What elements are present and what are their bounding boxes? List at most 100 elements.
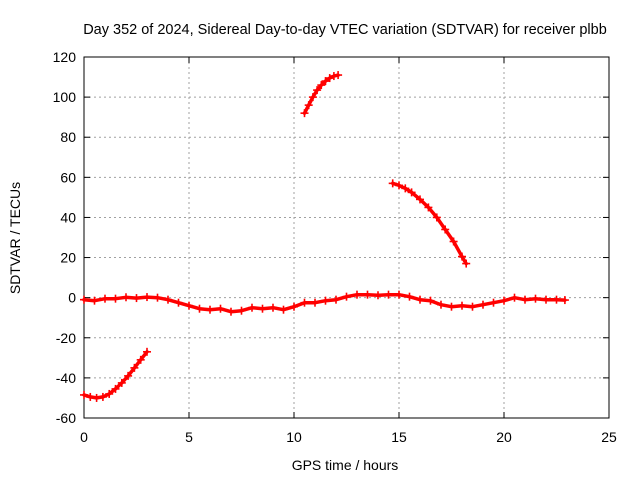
data-point (479, 300, 487, 309)
y-tick-label: 40 (60, 209, 76, 225)
data-point (321, 296, 330, 305)
data-point (111, 294, 120, 303)
x-tick-label: 5 (185, 429, 193, 445)
data-point (80, 295, 88, 304)
data-point (531, 294, 540, 303)
data-point (416, 295, 424, 304)
data-point (353, 290, 361, 299)
data-point (105, 389, 114, 398)
data-point (510, 293, 519, 302)
y-tick-label: -20 (56, 330, 76, 346)
data-point (384, 290, 393, 299)
data-point (130, 363, 139, 372)
data-point (122, 293, 130, 302)
data-point (560, 296, 569, 305)
y-tick-label: 60 (60, 169, 76, 185)
data-point (395, 290, 403, 299)
x-tick-label: 25 (601, 429, 617, 445)
data-point (308, 93, 317, 102)
series-descending-line (390, 181, 468, 266)
data-point (321, 77, 330, 86)
data-point (416, 195, 424, 204)
data-point (90, 296, 99, 305)
data-point (80, 390, 88, 399)
x-axis-label: GPS time / hours (292, 457, 399, 473)
data-point (86, 392, 95, 401)
data-point (332, 295, 340, 304)
data-point (101, 294, 109, 303)
data-point (552, 295, 561, 304)
data-point (304, 101, 313, 110)
data-point (458, 252, 466, 261)
x-tick-label: 0 (80, 429, 88, 445)
data-point (206, 305, 214, 314)
data-point (117, 378, 126, 387)
data-point (329, 72, 338, 81)
data-point (143, 347, 151, 356)
plot-area (80, 71, 569, 402)
y-tick-label: 120 (53, 49, 77, 65)
data-point (195, 304, 204, 313)
data-point (542, 295, 550, 304)
data-point (462, 259, 471, 268)
data-point (407, 188, 416, 197)
data-point (334, 71, 343, 80)
data-point (300, 298, 309, 307)
data-point (432, 213, 441, 222)
x-tick-label: 20 (496, 429, 512, 445)
data-point (185, 301, 193, 310)
data-point (174, 298, 183, 307)
x-axis-ticks: 0 5 10 15 20 25 (80, 57, 617, 445)
chart-title: Day 352 of 2024, Sidereal Day-to-day VTE… (83, 22, 607, 38)
data-point (153, 293, 162, 302)
data-point (300, 109, 309, 118)
data-point (424, 203, 433, 212)
data-point (363, 290, 372, 299)
data-point (227, 307, 235, 316)
data-point (521, 295, 529, 304)
data-point (279, 305, 288, 314)
grid-lines (84, 57, 609, 418)
plot-frame (83, 56, 610, 419)
data-point (426, 296, 435, 305)
data-point (311, 298, 319, 307)
data-point (132, 294, 141, 303)
y-tick-label: -40 (56, 370, 76, 386)
y-tick-label: -60 (56, 410, 76, 426)
data-point (447, 302, 456, 311)
data-point (111, 384, 120, 393)
data-point (405, 292, 414, 301)
y-tick-label: 20 (60, 250, 76, 266)
data-point (317, 81, 326, 90)
y-axis-label: SDTVAR / TECUs (7, 182, 23, 294)
data-point (395, 181, 403, 190)
data-point (500, 296, 508, 305)
data-point (98, 392, 107, 401)
y-axis-ticks: -60 -40 -20 0 20 40 60 80 100 120 (53, 49, 609, 426)
data-point (143, 293, 151, 302)
data-point (401, 184, 410, 193)
series-arc-peak-line (302, 73, 340, 115)
data-point (374, 291, 382, 300)
data-point (164, 295, 172, 304)
data-point (325, 74, 334, 83)
data-point (258, 304, 267, 313)
data-point (124, 371, 133, 380)
data-point (388, 179, 397, 188)
data-point (468, 302, 477, 311)
data-point (458, 301, 466, 310)
y-tick-label: 80 (60, 129, 76, 145)
data-point (216, 304, 225, 313)
data-point (248, 303, 256, 312)
x-tick-label: 15 (391, 429, 407, 445)
x-tick-label: 10 (286, 429, 302, 445)
data-point (269, 303, 277, 312)
data-point (92, 393, 101, 402)
data-point (290, 302, 298, 311)
data-point (342, 292, 351, 301)
data-point (237, 306, 246, 315)
y-tick-label: 0 (68, 290, 76, 306)
data-point (489, 298, 498, 307)
y-tick-label: 100 (53, 89, 77, 105)
